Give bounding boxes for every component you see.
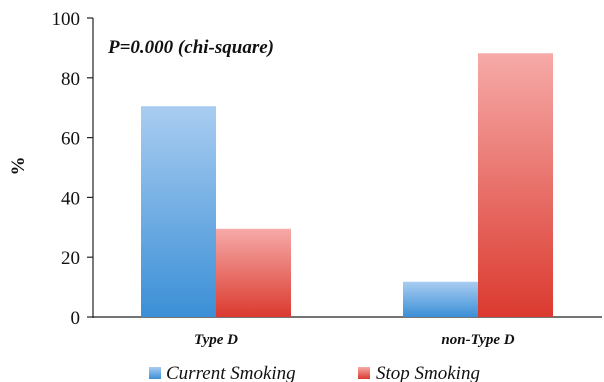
y-tick-label: 40 xyxy=(61,188,80,209)
legend-swatch-stop-smoking xyxy=(358,367,370,379)
y-tick-labels: 0 20 40 60 80 100 xyxy=(52,9,93,329)
y-tick-label: 0 xyxy=(71,308,81,329)
y-tick-label: 100 xyxy=(52,9,81,30)
chi-square-annotation: P=0.000 (chi-square) xyxy=(107,37,274,58)
legend-swatch-current-smoking xyxy=(149,367,161,379)
category-label-type-d: Type D xyxy=(194,332,238,348)
y-tick-label: 20 xyxy=(61,248,80,269)
bar-stop-smoking-type-d xyxy=(216,228,291,317)
legend: Current Smoking Stop Smoking xyxy=(149,363,480,382)
bars xyxy=(141,53,553,317)
category-labels: Type D non-Type D xyxy=(194,332,515,348)
legend-label-current-smoking: Current Smoking xyxy=(166,363,296,382)
legend-label-stop-smoking: Stop Smoking xyxy=(376,363,480,382)
y-axis-label: % xyxy=(8,157,29,176)
category-label-non-type-d: non-Type D xyxy=(441,332,514,348)
y-tick-label: 60 xyxy=(61,129,80,150)
bar-current-smoking-non-type-d xyxy=(403,281,478,317)
bar-stop-smoking-non-type-d xyxy=(478,53,553,317)
y-tick-label: 80 xyxy=(61,69,80,90)
bar-current-smoking-type-d xyxy=(141,106,216,317)
